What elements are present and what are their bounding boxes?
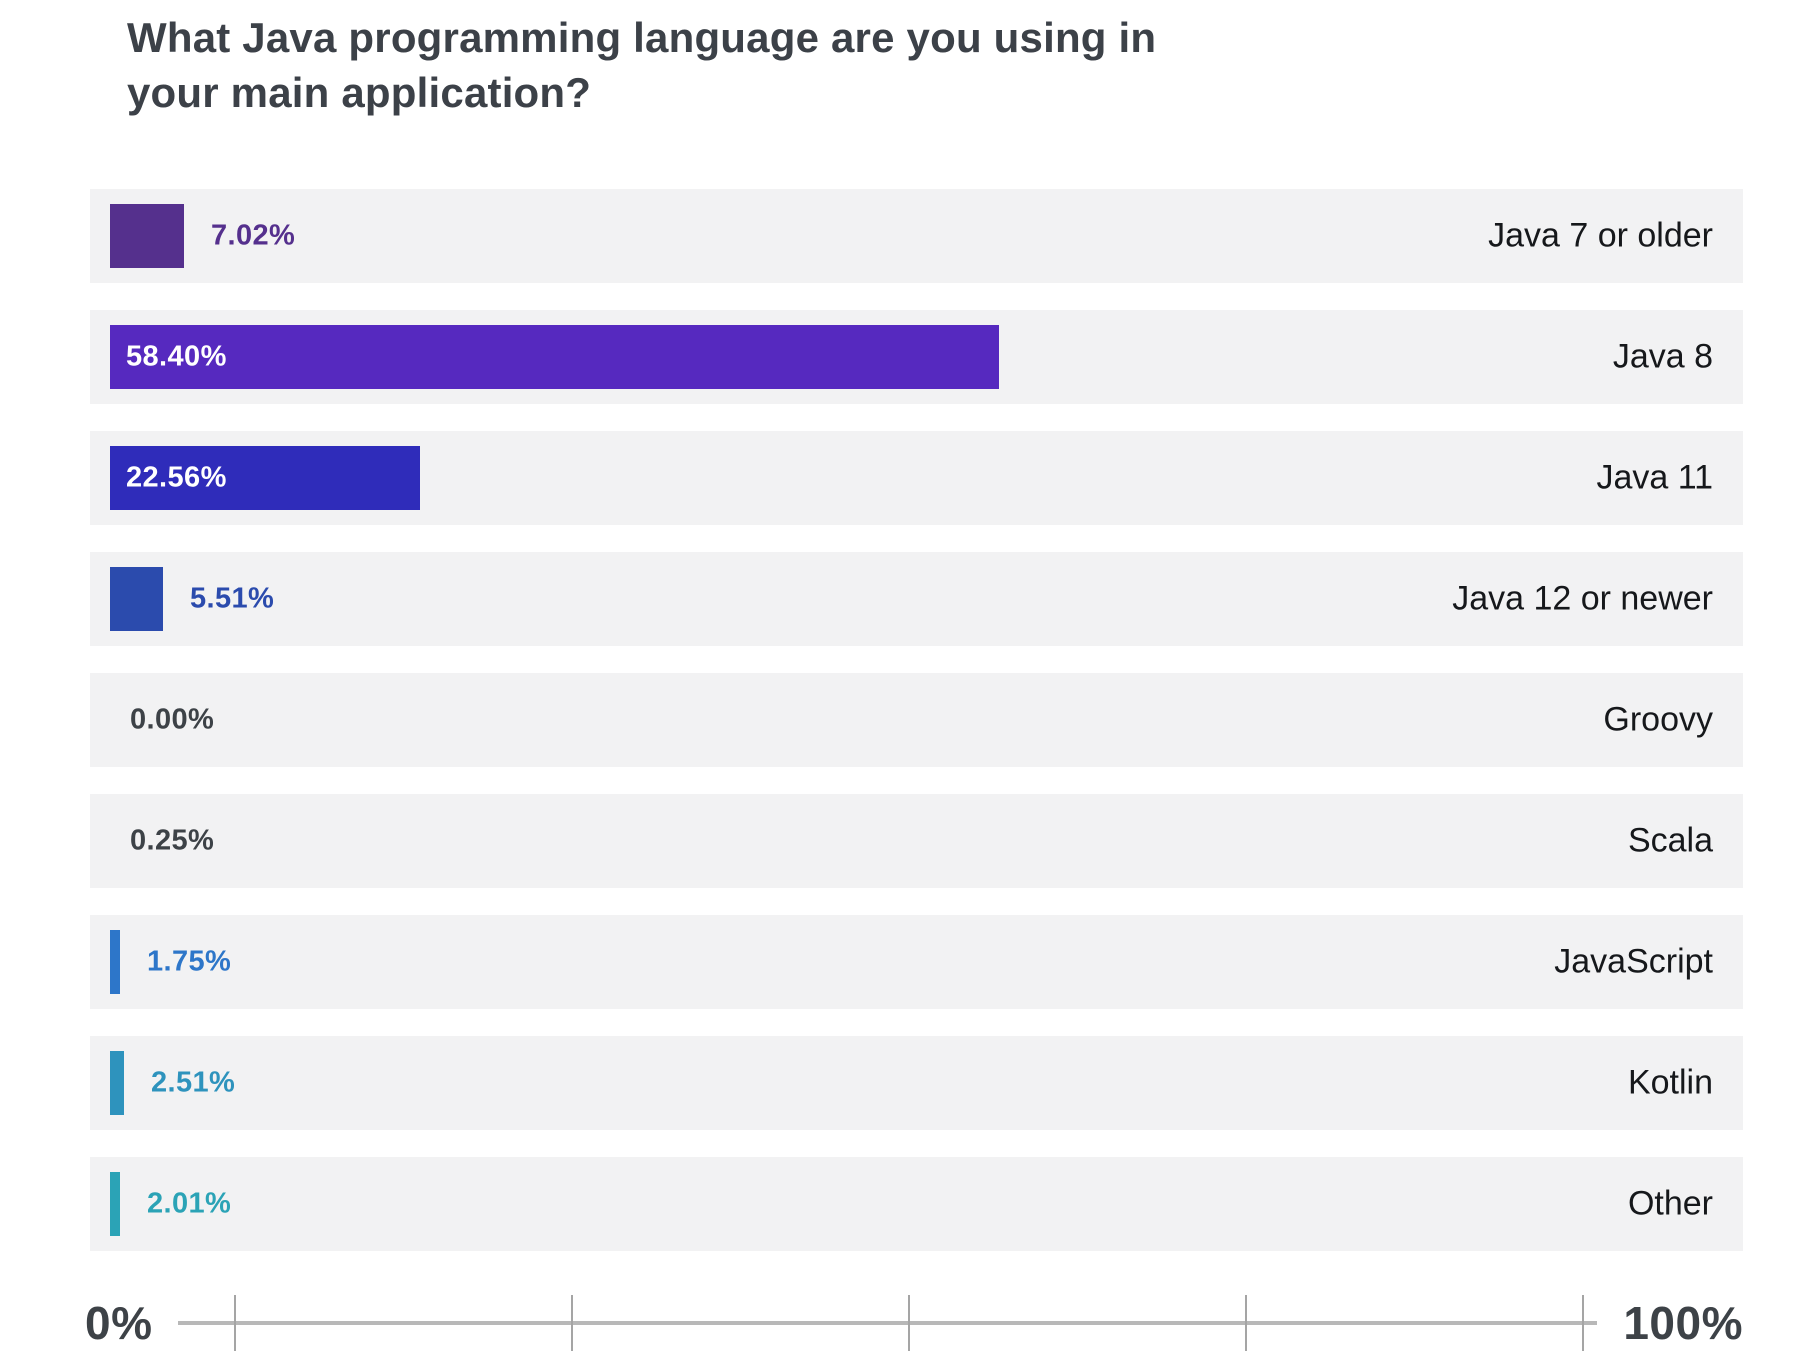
value-label: 1.75% <box>147 945 232 978</box>
bar <box>110 1050 124 1115</box>
chart-row: 5.51% Java 12 or newer <box>90 551 1743 646</box>
axis-max-label: 100% <box>1623 1296 1743 1349</box>
axis-tick <box>234 1294 237 1351</box>
value-label: 5.51% <box>190 582 275 615</box>
chart-row: 58.40% Java 8 <box>90 309 1743 404</box>
category-label: Java 7 or older <box>1488 216 1713 255</box>
chart-row: 2.01% Other <box>90 1156 1743 1251</box>
chart-row: 2.51% Kotlin <box>90 1035 1743 1130</box>
chart-row: 7.02% Java 7 or older <box>90 188 1743 283</box>
axis-line-wrap <box>178 1294 1598 1351</box>
category-label: JavaScript <box>1554 942 1713 981</box>
value-label: 58.40% <box>126 340 227 373</box>
bar <box>110 324 999 389</box>
axis-tick <box>571 1294 574 1351</box>
value-label: 0.00% <box>130 703 215 736</box>
category-label: Other <box>1627 1184 1713 1223</box>
axis-tick <box>908 1294 911 1351</box>
chart-row: 22.56% Java 11 <box>90 430 1743 525</box>
category-label: Groovy <box>1603 700 1713 739</box>
chart-row: 0.25% Scala <box>90 793 1743 888</box>
category-label: Kotlin <box>1627 1063 1713 1102</box>
bar <box>110 929 120 994</box>
category-label: Java 8 <box>1612 337 1713 376</box>
category-label: Java 11 <box>1596 458 1713 497</box>
category-label: Scala <box>1627 821 1713 860</box>
chart-row: 0.00% Groovy <box>90 672 1743 767</box>
survey-result-page: What Java programming language are you u… <box>0 10 1808 1370</box>
x-axis: 0% 100% <box>85 1287 1743 1359</box>
bar <box>110 1171 120 1236</box>
axis-tick <box>1582 1294 1585 1351</box>
axis-line <box>178 1320 1598 1325</box>
bar-chart: 7.02% Java 7 or older 58.40% Java 8 22.5… <box>90 188 1743 1251</box>
bar <box>110 566 163 631</box>
chart-row: 1.75% JavaScript <box>90 914 1743 1009</box>
chart-title: What Java programming language are you u… <box>127 14 1157 117</box>
value-label: 22.56% <box>126 461 227 494</box>
value-label: 2.01% <box>147 1187 232 1220</box>
bar <box>110 203 184 268</box>
value-label: 7.02% <box>211 219 296 252</box>
value-label: 2.51% <box>151 1066 236 1099</box>
category-label: Java 12 or newer <box>1452 579 1713 618</box>
axis-min-label: 0% <box>85 1296 153 1349</box>
value-label: 0.25% <box>130 824 215 857</box>
axis-tick <box>1245 1294 1248 1351</box>
bar <box>110 445 420 510</box>
